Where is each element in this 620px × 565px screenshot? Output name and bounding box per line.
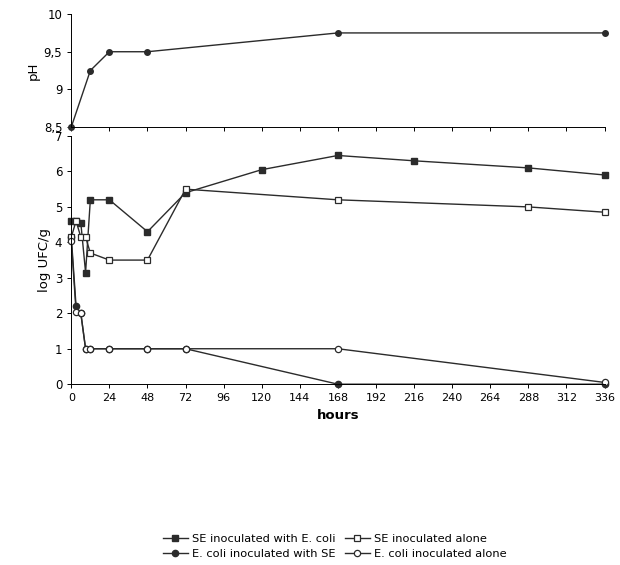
SE inoculated alone <box>68 234 75 241</box>
E. coli inoculated with SE <box>601 381 608 388</box>
E. coli inoculated with SE <box>73 303 80 310</box>
SE inoculated with E. coli <box>601 172 608 179</box>
Line: E. coli inoculated with SE: E. coli inoculated with SE <box>68 234 608 388</box>
SE inoculated alone <box>525 203 532 210</box>
SE inoculated with E. coli <box>105 197 113 203</box>
E. coli inoculated alone <box>82 345 89 352</box>
SE inoculated with E. coli <box>68 218 75 224</box>
E. coli inoculated alone <box>87 345 94 352</box>
SE inoculated alone <box>334 197 342 203</box>
SE inoculated with E. coli <box>77 219 84 226</box>
SE inoculated alone <box>87 250 94 257</box>
E. coli inoculated alone <box>144 345 151 352</box>
SE inoculated alone <box>182 186 189 193</box>
E. coli inoculated with SE <box>144 345 151 352</box>
E. coli inoculated alone <box>182 345 189 352</box>
SE inoculated with E. coli <box>525 164 532 171</box>
E. coli inoculated with SE <box>105 345 113 352</box>
E. coli inoculated alone <box>601 379 608 386</box>
SE inoculated alone <box>73 218 80 224</box>
E. coli inoculated with SE <box>334 381 342 388</box>
E. coli inoculated alone <box>68 237 75 244</box>
X-axis label: hours: hours <box>317 409 359 422</box>
SE inoculated alone <box>82 234 89 241</box>
SE inoculated with E. coli <box>182 189 189 196</box>
Y-axis label: pH: pH <box>27 62 40 80</box>
SE inoculated with E. coli <box>144 228 151 235</box>
SE inoculated with E. coli <box>82 269 89 276</box>
SE inoculated alone <box>77 234 84 241</box>
Y-axis label: log UFC/g: log UFC/g <box>38 228 51 292</box>
SE inoculated with E. coli <box>73 218 80 224</box>
SE inoculated with E. coli <box>87 197 94 203</box>
Line: E. coli inoculated alone: E. coli inoculated alone <box>68 237 608 385</box>
E. coli inoculated alone <box>73 308 80 315</box>
Line: SE inoculated with E. coli: SE inoculated with E. coli <box>68 153 608 276</box>
E. coli inoculated with SE <box>182 345 189 352</box>
SE inoculated alone <box>601 209 608 216</box>
SE inoculated with E. coli <box>334 152 342 159</box>
E. coli inoculated with SE <box>82 345 89 352</box>
E. coli inoculated with SE <box>77 310 84 316</box>
E. coli inoculated alone <box>105 345 113 352</box>
SE inoculated alone <box>144 257 151 263</box>
E. coli inoculated alone <box>334 345 342 352</box>
Line: SE inoculated alone: SE inoculated alone <box>68 186 608 263</box>
E. coli inoculated with SE <box>68 234 75 241</box>
SE inoculated with E. coli <box>258 166 265 173</box>
SE inoculated with E. coli <box>410 158 418 164</box>
E. coli inoculated with SE <box>87 345 94 352</box>
Legend: SE inoculated with E. coli, E. coli inoculated with SE, SE inoculated alone, E. : SE inoculated with E. coli, E. coli inoc… <box>162 533 507 559</box>
E. coli inoculated alone <box>77 310 84 316</box>
SE inoculated alone <box>105 257 113 263</box>
